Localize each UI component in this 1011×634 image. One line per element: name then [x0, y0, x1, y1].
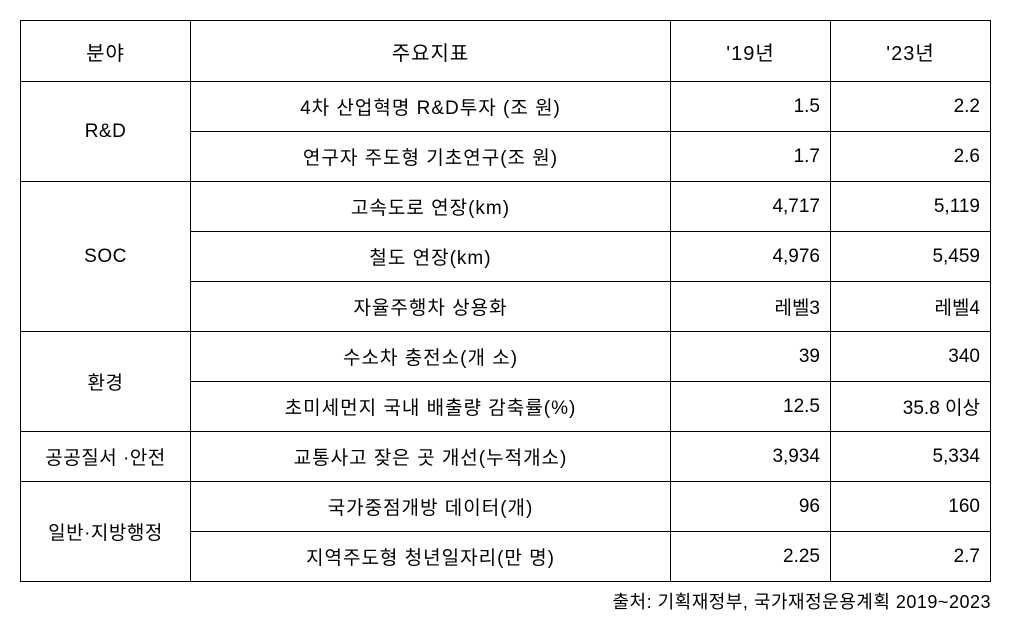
indicator-cell: 4차 산업혁명 R&D투자 (조 원) — [191, 82, 671, 132]
value-cell-y19: 4,976 — [671, 232, 831, 282]
table-container: 분야 주요지표 '19년 '23년 R&D 4차 산업혁명 R&D투자 (조 원… — [20, 20, 991, 614]
value-cell-y23: 2.7 — [831, 532, 991, 582]
value-cell-y19: 레벨3 — [671, 282, 831, 332]
value-cell-y19: 3,934 — [671, 432, 831, 482]
value-cell-y23: 레벨4 — [831, 282, 991, 332]
value-cell-y23: 35.8 이상 — [831, 382, 991, 432]
category-cell: R&D — [21, 82, 191, 182]
table-row: SOC 고속도로 연장(km) 4,717 5,119 — [21, 182, 991, 232]
header-indicator: 주요지표 — [191, 21, 671, 82]
value-cell-y23: 160 — [831, 482, 991, 532]
header-category: 분야 — [21, 21, 191, 82]
category-cell: 일반·지방행정 — [21, 482, 191, 582]
table-row: 공공질서 ·안전 교통사고 잦은 곳 개선(누적개소) 3,934 5,334 — [21, 432, 991, 482]
value-cell-y19: 96 — [671, 482, 831, 532]
value-cell-y19: 12.5 — [671, 382, 831, 432]
value-cell-y19: 1.7 — [671, 132, 831, 182]
indicator-cell: 초미세먼지 국내 배출량 감축률(%) — [191, 382, 671, 432]
indicator-cell: 고속도로 연장(km) — [191, 182, 671, 232]
source-text: 출처: 기획재정부, 국가재정운용계획 2019~2023 — [20, 588, 991, 614]
value-cell-y19: 2.25 — [671, 532, 831, 582]
value-cell-y23: 5,334 — [831, 432, 991, 482]
table-row: R&D 4차 산업혁명 R&D투자 (조 원) 1.5 2.2 — [21, 82, 991, 132]
value-cell-y19: 4,717 — [671, 182, 831, 232]
indicator-cell: 연구자 주도형 기초연구(조 원) — [191, 132, 671, 182]
table-row: 환경 수소차 충전소(개 소) 39 340 — [21, 332, 991, 382]
header-year19: '19년 — [671, 21, 831, 82]
table-body: R&D 4차 산업혁명 R&D투자 (조 원) 1.5 2.2 연구자 주도형 … — [21, 82, 991, 582]
category-cell: SOC — [21, 182, 191, 332]
indicator-cell: 자율주행차 상용화 — [191, 282, 671, 332]
value-cell-y23: 2.6 — [831, 132, 991, 182]
indicator-cell: 지역주도형 청년일자리(만 명) — [191, 532, 671, 582]
indicator-cell: 철도 연장(km) — [191, 232, 671, 282]
value-cell-y23: 5,119 — [831, 182, 991, 232]
value-cell-y23: 5,459 — [831, 232, 991, 282]
table-row: 일반·지방행정 국가중점개방 데이터(개) 96 160 — [21, 482, 991, 532]
category-cell: 환경 — [21, 332, 191, 432]
category-cell: 공공질서 ·안전 — [21, 432, 191, 482]
value-cell-y23: 2.2 — [831, 82, 991, 132]
indicator-cell: 국가중점개방 데이터(개) — [191, 482, 671, 532]
data-table: 분야 주요지표 '19년 '23년 R&D 4차 산업혁명 R&D투자 (조 원… — [20, 20, 991, 582]
value-cell-y19: 39 — [671, 332, 831, 382]
indicator-cell: 교통사고 잦은 곳 개선(누적개소) — [191, 432, 671, 482]
header-year23: '23년 — [831, 21, 991, 82]
table-header-row: 분야 주요지표 '19년 '23년 — [21, 21, 991, 82]
indicator-cell: 수소차 충전소(개 소) — [191, 332, 671, 382]
value-cell-y19: 1.5 — [671, 82, 831, 132]
value-cell-y23: 340 — [831, 332, 991, 382]
